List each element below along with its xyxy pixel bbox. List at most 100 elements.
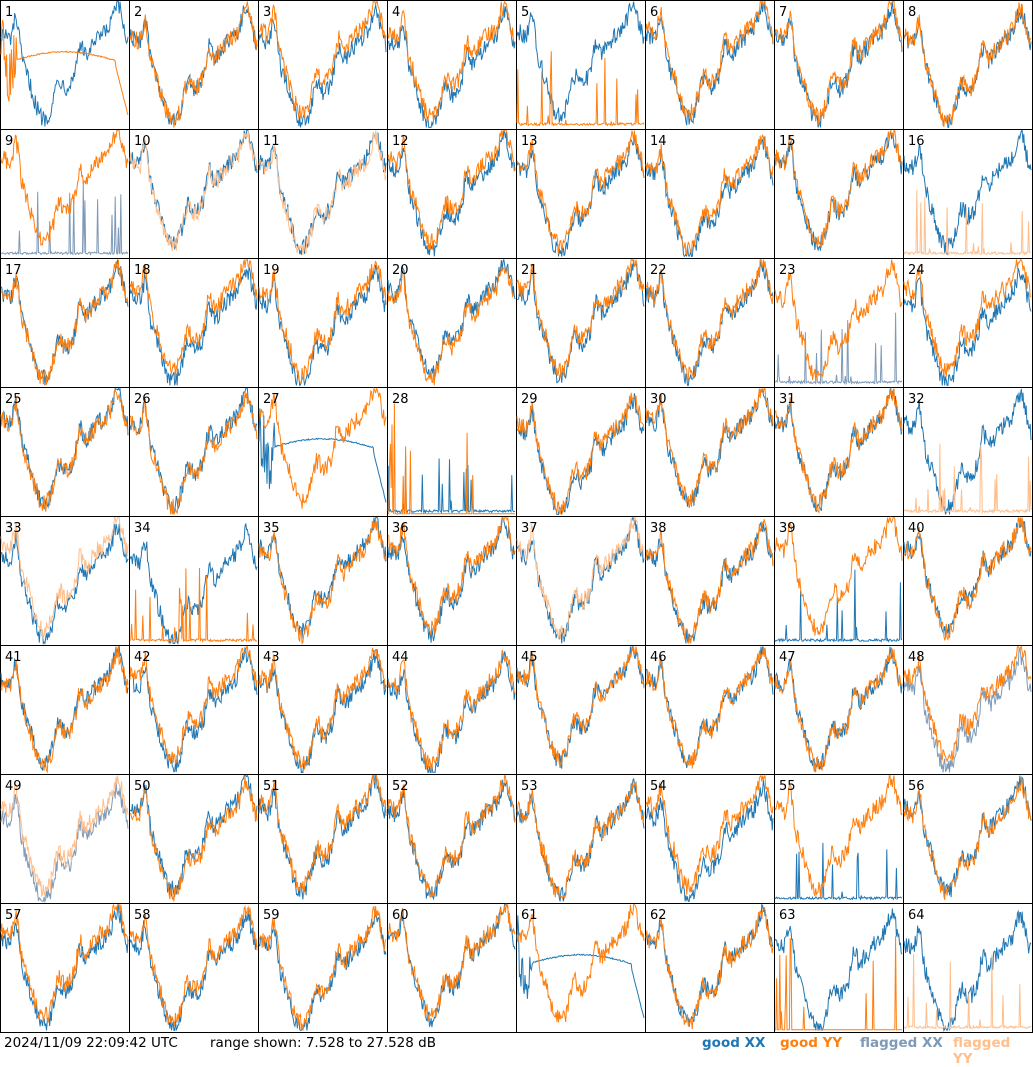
panel-33: 33 [0,516,130,646]
series-yy-line [516,392,645,515]
series-yy-line [645,134,774,256]
panel-label: 28 [392,392,409,407]
panel-label: 37 [521,521,538,536]
series-yy-line [774,647,903,773]
panel-label: 20 [392,263,409,278]
series-yy-line [129,391,258,515]
panel-label: 16 [908,134,925,149]
series-xx-line [516,134,645,257]
panel-label: 41 [5,650,22,665]
series-xx-line [0,523,129,645]
panel-frame [516,774,646,904]
series-xx-line [129,523,258,645]
panel-frame [129,774,259,904]
panel-36: 36 [387,516,517,646]
panel-label: 38 [650,521,667,536]
panel-label: 34 [134,521,151,536]
series-yy-line [903,258,1032,377]
panel-frame [903,0,1033,130]
panel-60: 60 [387,903,517,1033]
panel-label: 42 [134,650,151,665]
panel-label: 3 [263,5,271,20]
series-xx-line [903,647,1032,773]
panel-14: 14 [645,129,775,259]
series-xx-line [129,266,258,386]
series-yy-line [387,903,516,1022]
panel-label: 15 [779,134,796,149]
series-yy-line [258,260,387,384]
panel-label: 36 [392,521,409,536]
panel-46: 46 [645,645,775,775]
series-yy-line [129,1,258,128]
panel-64: 64 [903,903,1033,1033]
series-yy-line [0,517,129,640]
panel-frame [129,387,259,517]
series-yy-line [903,2,1032,128]
panel-27: 27 [258,387,388,517]
series-yy-line [258,387,387,509]
panel-label: 39 [779,521,796,536]
series-yy-line [774,774,903,898]
panel-label: 59 [263,908,280,923]
panel-38: 38 [645,516,775,646]
series-yy-line [645,774,774,895]
series-xx-line [774,842,903,901]
series-xx-line [258,517,387,639]
series-yy-line [645,259,774,383]
panel-label: 60 [392,908,409,923]
series-yy-line [516,258,645,379]
panel-17: 17 [0,258,130,388]
panel-label: 57 [5,908,22,923]
panel-label: 52 [392,779,409,794]
panel-label: 33 [5,521,22,536]
series-yy-line [774,0,903,126]
series-xx-line [0,387,129,510]
panel-31: 31 [774,387,904,517]
panel-3: 3 [258,0,388,130]
series-yy-line [129,259,258,379]
series-yy-line [516,646,645,767]
panel-21: 21 [516,258,646,388]
series-yy-line [258,647,387,770]
series-yy-line [775,936,902,1031]
series-xx-line [258,264,387,387]
panel-label: 7 [779,5,787,20]
panel-frame [774,516,904,646]
series-xx-line [387,516,516,643]
panel-label: 47 [779,650,796,665]
series-xx-line [129,646,258,773]
panel-54: 54 [645,774,775,904]
series-yy-line [258,775,387,895]
series-xx-line [645,780,774,902]
panel-frame [387,0,517,130]
panel-label: 63 [779,908,796,923]
series-yy-line [387,266,516,386]
series-yy-line [774,129,903,248]
series-xx-line [516,915,645,1019]
panel-label: 46 [650,650,667,665]
panel-24: 24 [903,258,1033,388]
panel-label: 22 [650,263,667,278]
panel-26: 26 [129,387,259,517]
panel-frame [516,258,646,388]
panel-22: 22 [645,258,775,388]
panel-label: 50 [134,779,151,794]
timestamp: 2024/11/09 22:09:42 UTC [4,1035,178,1051]
series-yy-line [903,645,1032,763]
series-xx-line [903,130,1032,256]
series-xx-line [0,182,129,256]
panel-frame [0,0,130,130]
panel-20: 20 [387,258,517,388]
panel-1: 1 [0,0,130,130]
panel-39: 39 [774,516,904,646]
series-yy-line [387,649,516,771]
series-yy-line [0,646,129,774]
panel-7: 7 [774,0,904,130]
panel-label: 13 [521,134,538,149]
panel-label: 61 [521,908,538,923]
series-yy-line [516,904,645,1023]
panel-9: 9 [0,129,130,259]
panel-label: 49 [5,779,22,794]
panel-label: 35 [263,521,280,536]
panel-label: 4 [392,5,400,20]
